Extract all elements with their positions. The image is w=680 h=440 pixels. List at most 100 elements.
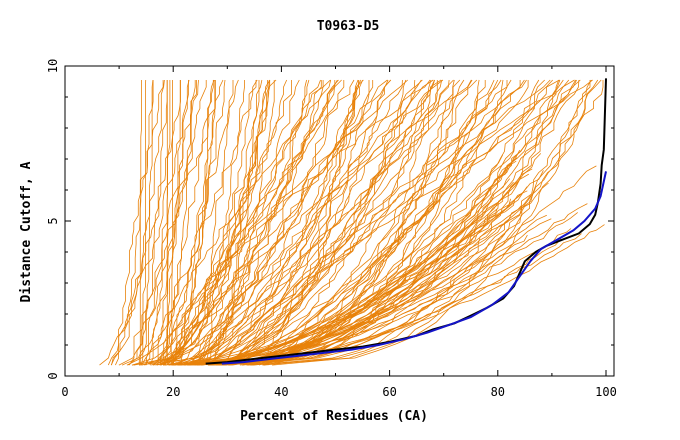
background-model-curve (121, 79, 190, 366)
background-model-curve (144, 79, 258, 366)
background-model-curve (171, 79, 355, 366)
background-model-curve (141, 80, 171, 366)
background-model-curve (188, 79, 472, 366)
background-model-curve (223, 79, 465, 366)
x-tick-label: 80 (491, 385, 505, 399)
background-model-curve (224, 238, 562, 366)
background-model-curve (138, 79, 154, 366)
background-model-curve (227, 157, 518, 366)
x-tick-label: 100 (595, 385, 617, 399)
background-model-curve (164, 79, 321, 366)
background-model-curve (158, 79, 215, 366)
series-layer (99, 78, 607, 366)
background-model-curve (200, 165, 597, 366)
background-model-curve (197, 149, 521, 366)
background-model-curve (216, 79, 360, 366)
background-model-curve (242, 80, 604, 366)
background-model-curve (188, 80, 370, 366)
background-model-curve (205, 80, 324, 366)
background-model-curve (193, 79, 391, 366)
background-model-curve (217, 224, 605, 366)
background-model-curve (153, 79, 226, 366)
background-model-curve (175, 79, 416, 366)
background-model-curve (217, 79, 553, 366)
background-model-curve (211, 233, 582, 366)
background-model-curve (163, 80, 216, 366)
background-model-curve (183, 79, 432, 366)
background-model-curve (208, 79, 593, 366)
x-tick-label: 40 (274, 385, 288, 399)
background-model-curve (184, 79, 450, 366)
background-model-curve (263, 79, 577, 366)
background-model-curve (267, 79, 575, 366)
highlight-series-2 (221, 171, 607, 365)
x-tick-label: 0 (61, 385, 68, 399)
background-model-curve (162, 173, 530, 366)
background-model-curve (173, 79, 239, 366)
background-model-curve (264, 79, 560, 366)
background-model-curve (107, 80, 181, 366)
background-model-curve (263, 79, 602, 366)
background-model-curve (198, 80, 486, 366)
ticks-layer: 0 20 40 60 80 100 0 5 10 (46, 59, 617, 399)
background-model-curve (152, 79, 359, 366)
background-model-curve (160, 79, 277, 366)
background-model-curve (132, 79, 300, 366)
background-model-curve (128, 79, 224, 366)
background-model-curve (178, 80, 275, 366)
background-model-curve (173, 79, 454, 366)
background-model-curve (189, 79, 403, 366)
background-model-curve (195, 212, 578, 366)
background-model-curve (127, 80, 168, 366)
background-model-curve (196, 80, 322, 366)
background-model-curve (250, 79, 599, 366)
background-model-curve (166, 79, 392, 366)
background-model-curve (181, 79, 478, 366)
background-model-curve (179, 190, 528, 366)
background-model-curve (156, 80, 196, 366)
background-model-curve (218, 80, 438, 366)
y-tick-label: 10 (46, 59, 60, 73)
background-model-curve (247, 79, 495, 366)
background-model-curve (99, 80, 189, 366)
background-model-curve (149, 79, 332, 366)
background-model-curve (248, 80, 521, 366)
background-model-curve (234, 79, 527, 366)
background-model-curve (110, 79, 165, 366)
background-model-curve (159, 79, 408, 366)
background-model-curve (193, 79, 444, 366)
y-axis-label: Distance Cutoff, A (19, 161, 34, 302)
background-model-curve (208, 79, 592, 366)
background-model-curve (199, 79, 434, 366)
background-model-curve (145, 80, 197, 366)
y-tick-label: 5 (46, 217, 60, 224)
background-model-curve (164, 79, 431, 366)
background-model-curve (115, 80, 164, 366)
x-tick-label: 60 (382, 385, 396, 399)
background-model-curve (189, 80, 374, 366)
background-model-curve (118, 79, 199, 366)
background-model-curve (187, 80, 360, 366)
background-model-curve (168, 80, 214, 366)
x-tick-label: 20 (166, 385, 180, 399)
background-model-curve (140, 79, 147, 366)
background-model-curve (160, 79, 364, 366)
background-model-curve (180, 168, 533, 366)
background-model-curve (258, 79, 525, 366)
background-model-curve (215, 79, 364, 366)
background-model-curve (222, 153, 542, 366)
background-model-curve (176, 79, 307, 366)
background-model-curve (208, 178, 511, 366)
y-tick-label: 0 (46, 372, 60, 379)
background-model-curve (262, 79, 570, 366)
chart-title: T0963-D5 (317, 19, 380, 34)
background-model-curve (186, 154, 504, 366)
background-model-curve (229, 79, 512, 366)
x-axis-label: Percent of Residues (CA) (240, 409, 428, 424)
background-model-curve (139, 80, 142, 366)
background-model-curve (126, 80, 292, 366)
background-model-curve (131, 79, 288, 366)
background-model-curve (219, 79, 435, 366)
background-model-curve (138, 79, 338, 366)
